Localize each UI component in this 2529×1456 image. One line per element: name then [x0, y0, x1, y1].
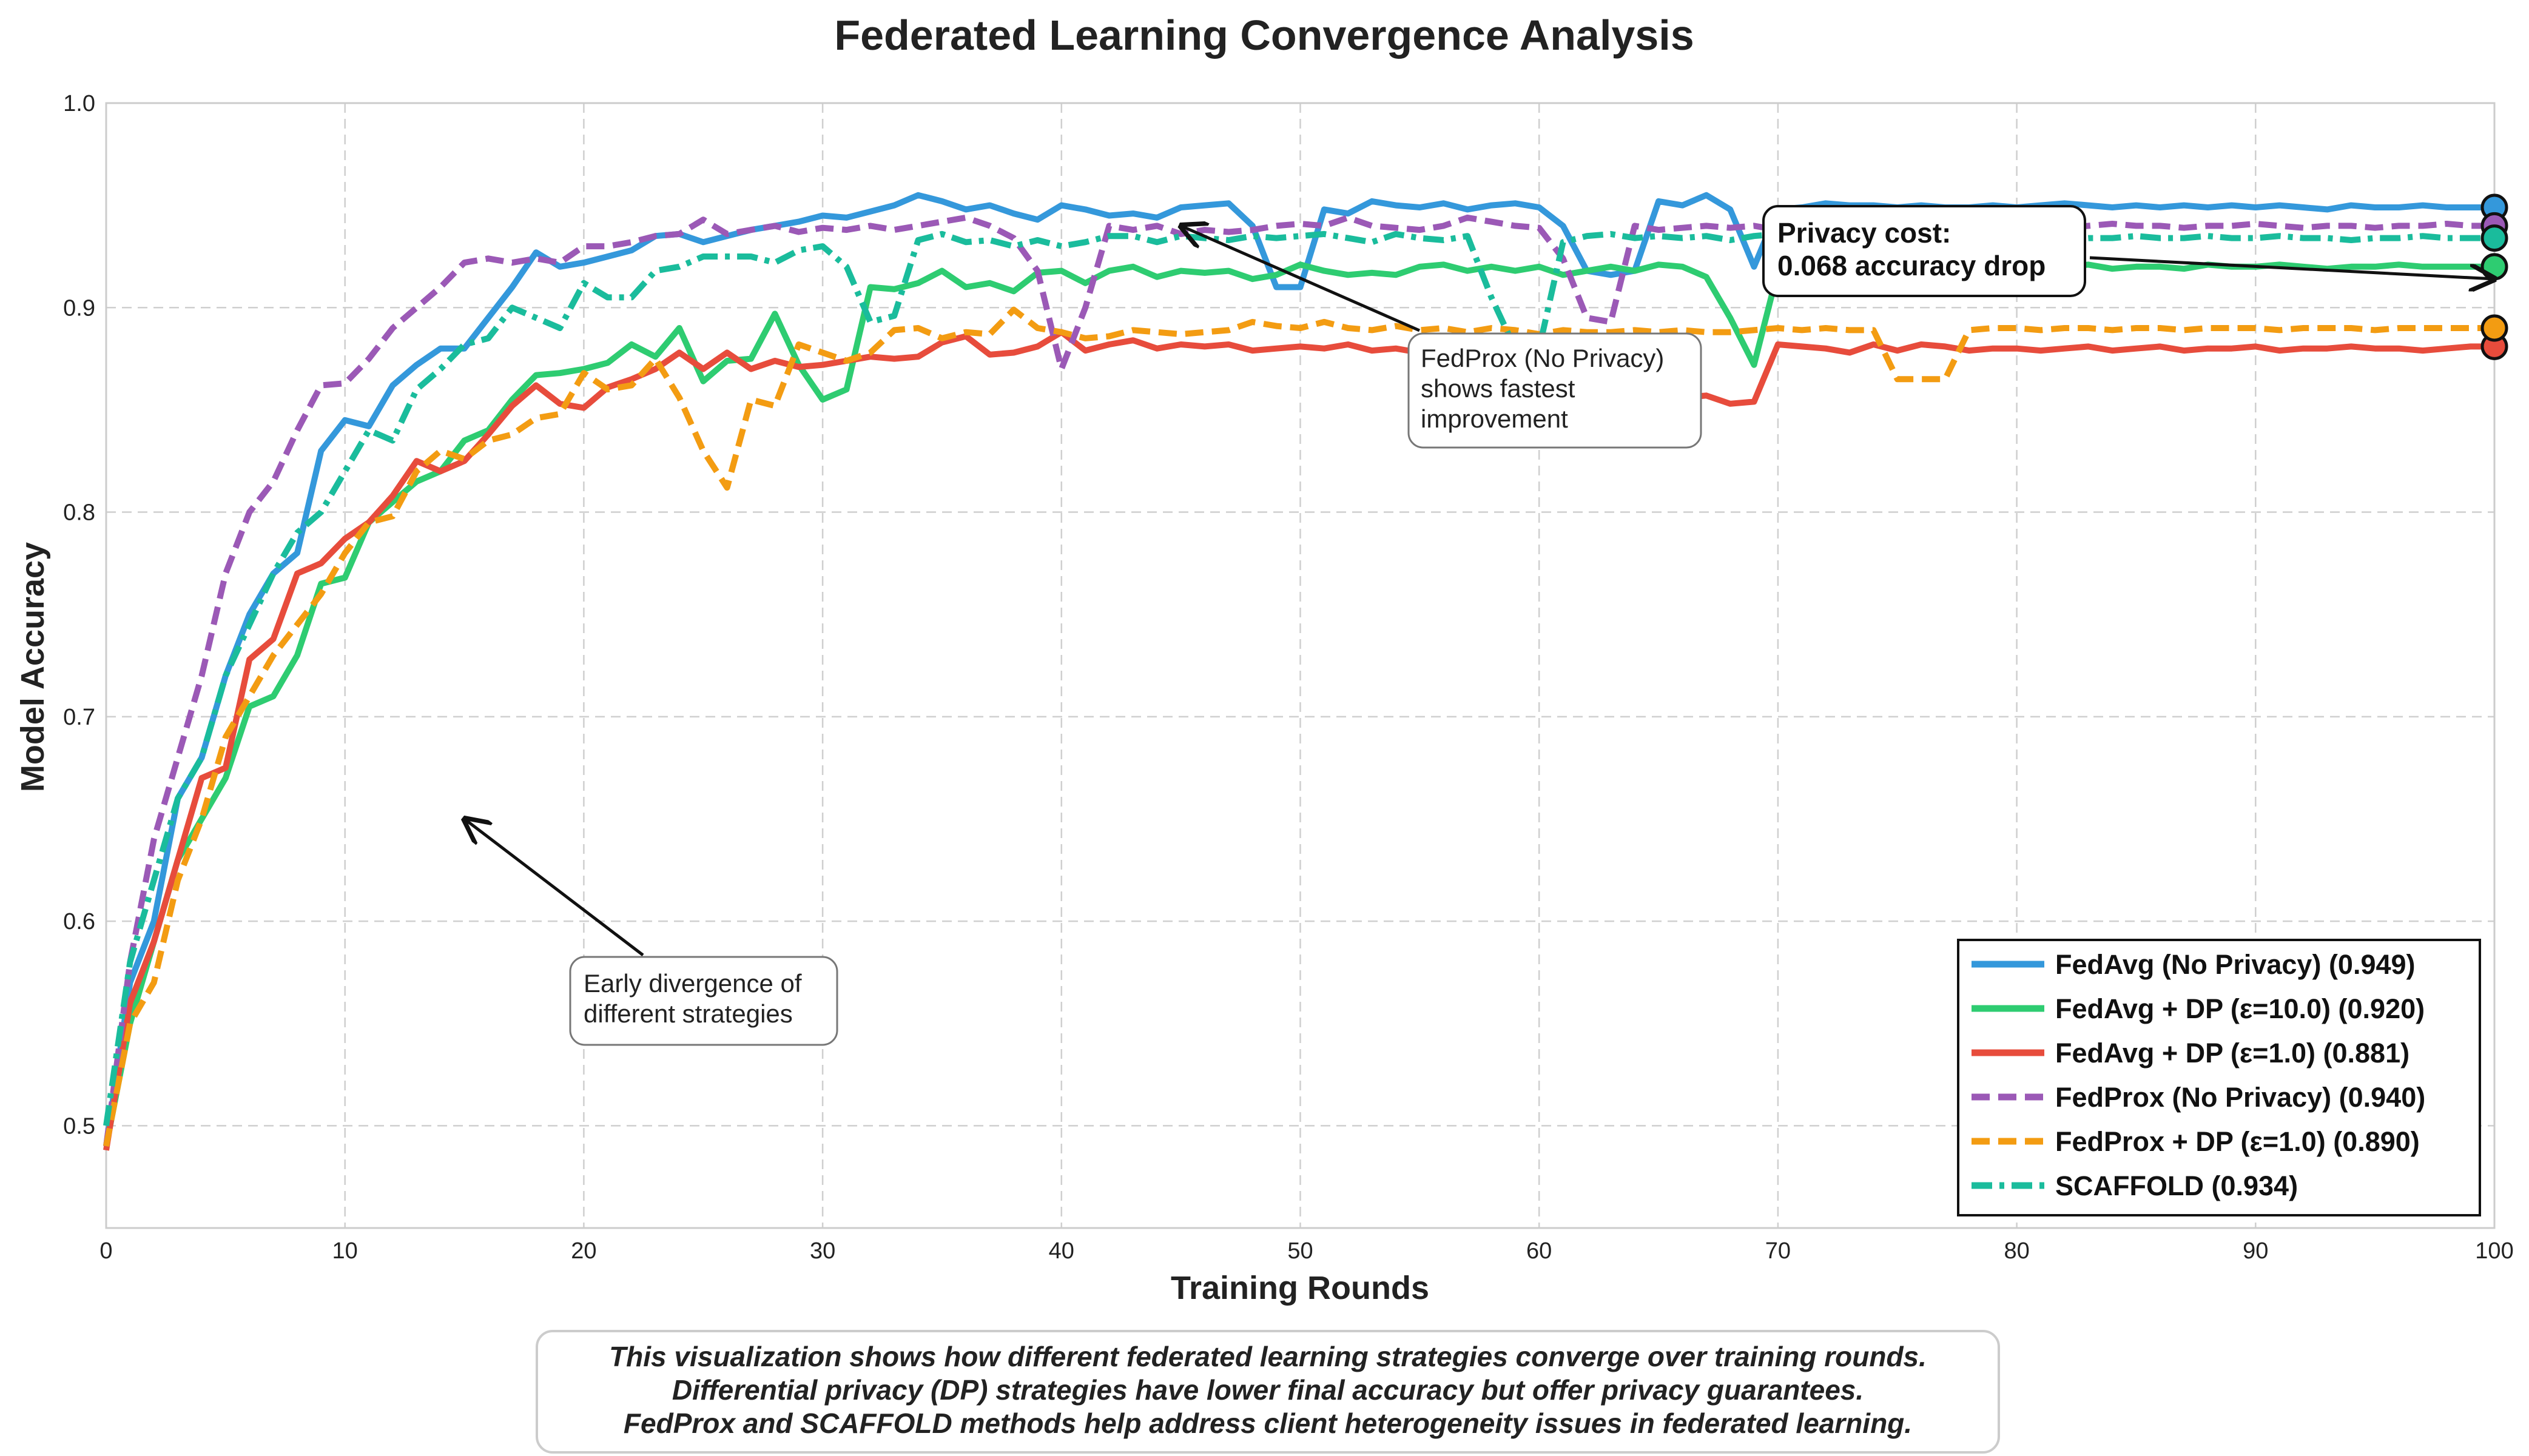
x-axis-label: Training Rounds — [1171, 1270, 1429, 1306]
series-endpoints — [2480, 193, 2508, 360]
caption-line: Differential privacy (DP) strategies hav… — [672, 1374, 1864, 1406]
legend-label-1: FedAvg + DP (ε=10.0) (0.920) — [2055, 993, 2425, 1024]
legend-box — [1957, 939, 2481, 1216]
x-tick-label: 90 — [2243, 1238, 2268, 1264]
legend-label-2: FedAvg + DP (ε=1.0) (0.881) — [2055, 1038, 2409, 1069]
caption-line: FedProx and SCAFFOLD methods help addres… — [624, 1407, 1912, 1439]
annotations: Privacy cost:0.068 accuracy drop FedProx … — [465, 205, 2494, 1046]
y-tick-label: 0.8 — [63, 500, 95, 526]
annotation-arrow-1 — [1181, 226, 1421, 332]
x-tick-label: 80 — [2004, 1238, 2029, 1264]
x-tick-label: 50 — [1287, 1238, 1313, 1264]
series-lines — [103, 192, 2494, 1151]
annotation-box-2 — [569, 956, 838, 1046]
annotation-text: improvement — [1421, 404, 1568, 433]
legend: FedAvg (No Privacy) (0.949) FedAvg + DP (… — [1957, 939, 2481, 1216]
annotation-arrow-2 — [465, 819, 644, 956]
x-axis-ticks: 0 10 20 30 40 50 60 70 80 90 100 — [99, 1238, 2513, 1264]
x-tick-label: 0 — [99, 1238, 112, 1264]
caption: This visualization shows how different f… — [536, 1330, 2000, 1454]
annotation-text: Early divergence of — [584, 969, 802, 998]
series-endpoint-marker-4 — [2480, 314, 2508, 342]
annotation-text: 0.068 accuracy drop — [1777, 250, 2046, 281]
annotation-text: Privacy cost: — [1777, 217, 1951, 249]
legend-label-4: FedProx + DP (ε=1.0) (0.890) — [2055, 1126, 2420, 1157]
y-axis-ticks: 0.5 0.6 0.7 0.8 0.9 1.0 — [63, 91, 95, 1139]
caption-box — [536, 1330, 2000, 1454]
series-line-0 — [103, 192, 2494, 1147]
y-axis-label: Model Accuracy — [15, 542, 51, 792]
x-tick-label: 70 — [1765, 1238, 1791, 1264]
y-tick-label: 0.5 — [63, 1113, 95, 1139]
plot-area-frame — [105, 102, 2496, 1229]
annotation-text: different strategies — [584, 999, 793, 1028]
series-line-4 — [103, 306, 2494, 1147]
annotation-arrow-0 — [2089, 256, 2494, 279]
series-line-1 — [103, 261, 2494, 1147]
x-tick-label: 30 — [810, 1238, 835, 1264]
legend-label-5: SCAFFOLD (0.934) — [2055, 1170, 2298, 1201]
x-tick-label: 10 — [332, 1238, 358, 1264]
y-tick-label: 0.7 — [63, 705, 95, 730]
x-tick-label: 40 — [1049, 1238, 1074, 1264]
x-tick-label: 100 — [2475, 1238, 2513, 1264]
legend-label-0: FedAvg (No Privacy) (0.949) — [2055, 949, 2416, 980]
x-tick-label: 60 — [1526, 1238, 1552, 1264]
y-tick-label: 0.9 — [63, 295, 95, 321]
chart-title: Federated Learning Convergence Analysis — [834, 12, 1694, 59]
annotation-box-0 — [1762, 205, 2086, 297]
x-tick-label: 20 — [571, 1238, 596, 1264]
series-endpoint-marker-1 — [2480, 253, 2508, 281]
annotation-text: FedProx (No Privacy) — [1421, 344, 1664, 372]
legend-label-3: FedProx (No Privacy) (0.940) — [2055, 1082, 2425, 1113]
annotation-text: shows fastest — [1421, 374, 1575, 403]
y-tick-label: 1.0 — [63, 91, 95, 116]
series-line-2 — [103, 329, 2494, 1151]
annotation-box-1 — [1407, 332, 1702, 449]
series-endpoint-marker-5 — [2480, 224, 2508, 252]
y-tick-label: 0.6 — [63, 909, 95, 934]
caption-line: This visualization shows how different f… — [609, 1341, 1927, 1372]
